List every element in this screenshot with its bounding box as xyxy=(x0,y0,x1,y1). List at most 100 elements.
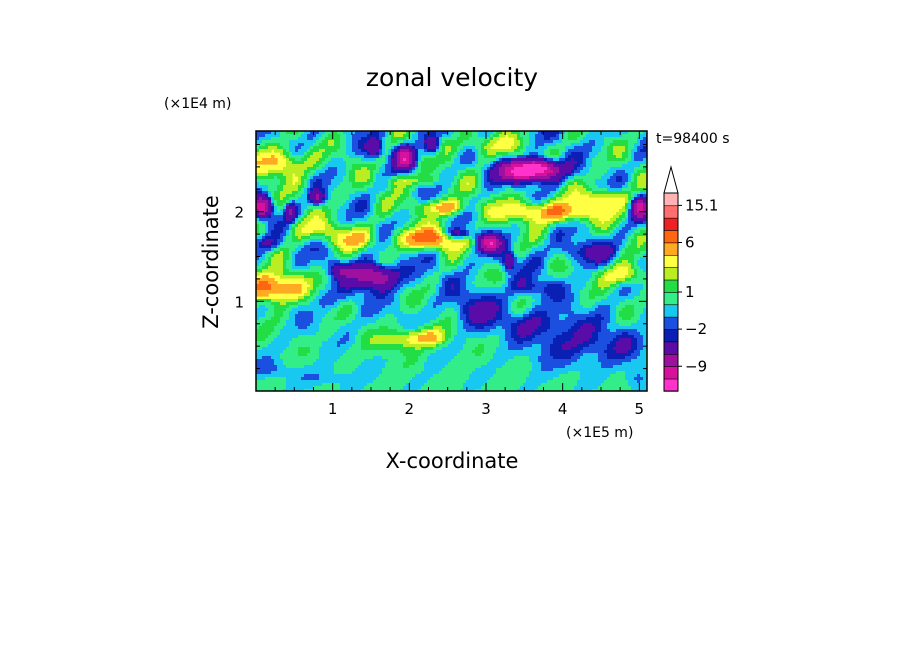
field-cell xyxy=(322,134,329,138)
field-cell xyxy=(604,137,638,141)
field-cell xyxy=(334,278,338,282)
field-cell xyxy=(571,302,581,306)
field-cell xyxy=(460,254,464,258)
field-cell xyxy=(442,149,446,153)
field-cell xyxy=(484,176,488,180)
field-cell xyxy=(337,284,341,288)
field-cell xyxy=(613,290,620,294)
field-cell xyxy=(574,353,584,357)
field-cell xyxy=(370,200,377,204)
field-cell xyxy=(472,188,476,192)
field-cell xyxy=(262,275,269,279)
field-cell xyxy=(436,194,443,198)
field-cell xyxy=(613,221,620,225)
field-cell xyxy=(523,236,530,240)
field-cell xyxy=(466,317,470,321)
field-cell xyxy=(307,299,314,303)
field-cell xyxy=(526,149,545,153)
field-cell xyxy=(256,200,269,204)
field-cell xyxy=(424,257,434,261)
field-cell xyxy=(592,224,596,228)
field-cell xyxy=(616,335,635,339)
field-cell xyxy=(448,278,461,282)
field-cell xyxy=(508,218,524,222)
field-cell xyxy=(631,317,641,321)
field-cell xyxy=(370,170,374,174)
field-cell xyxy=(391,212,395,216)
field-cell xyxy=(361,149,368,153)
field-cell xyxy=(400,158,404,162)
field-cell xyxy=(562,185,566,189)
field-cell xyxy=(505,167,515,171)
field-cell xyxy=(331,218,338,222)
field-cell xyxy=(535,134,545,138)
field-cell xyxy=(397,329,416,333)
field-cell xyxy=(256,182,260,186)
field-cell xyxy=(385,239,392,243)
field-cell xyxy=(361,338,371,342)
field-cell xyxy=(331,281,338,285)
field-cell xyxy=(469,299,503,303)
field-cell xyxy=(346,200,353,204)
field-cell xyxy=(361,341,371,345)
field-cell xyxy=(505,236,512,240)
field-cell xyxy=(520,386,539,390)
field-cell xyxy=(535,311,548,315)
field-cell xyxy=(436,218,443,222)
field-cell xyxy=(271,191,275,195)
field-cell xyxy=(382,356,407,360)
field-cell xyxy=(385,290,392,294)
field-cell xyxy=(517,137,524,141)
field-cell xyxy=(634,146,638,150)
field-cell xyxy=(523,218,533,222)
field-cell xyxy=(415,233,437,237)
field-cell xyxy=(610,263,614,267)
field-cell xyxy=(256,305,260,309)
field-cell xyxy=(484,272,503,276)
field-cell xyxy=(415,230,425,234)
field-cell xyxy=(619,338,632,342)
field-cell xyxy=(385,161,389,165)
field-cell xyxy=(415,197,422,201)
field-cell xyxy=(364,185,374,189)
field-cell xyxy=(280,302,287,306)
field-cell xyxy=(427,137,437,141)
field-cell xyxy=(451,212,455,216)
field-cell xyxy=(475,353,482,357)
field-cell xyxy=(388,245,395,249)
field-cell xyxy=(409,281,422,285)
field-cell xyxy=(433,374,470,378)
field-cell xyxy=(394,149,398,153)
field-cell xyxy=(442,146,446,150)
field-cell xyxy=(619,224,626,228)
field-cell xyxy=(583,353,599,357)
colorbar-swatch xyxy=(663,304,679,318)
field-cell xyxy=(376,179,389,183)
field-cell xyxy=(490,176,503,180)
field-cell xyxy=(256,146,260,150)
field-cell xyxy=(565,218,575,222)
field-cell xyxy=(424,248,437,252)
field-cell xyxy=(550,224,557,228)
field-cell xyxy=(337,209,347,213)
field-cell xyxy=(343,353,404,357)
field-cell xyxy=(256,281,260,285)
field-cell xyxy=(487,200,497,204)
y-tick-label: 1 xyxy=(234,293,244,311)
field-cell xyxy=(292,254,296,258)
field-cell xyxy=(436,248,443,252)
field-cell xyxy=(499,308,503,312)
field-cell xyxy=(574,296,581,300)
field-cell xyxy=(502,251,512,255)
field-cell xyxy=(607,149,614,153)
field-cell xyxy=(280,143,290,147)
field-cell xyxy=(637,374,641,378)
field-cell xyxy=(385,146,392,150)
field-cell xyxy=(496,296,509,300)
field-cell xyxy=(286,380,374,384)
field-cell xyxy=(637,179,647,183)
field-cell xyxy=(520,299,527,303)
field-cell xyxy=(439,149,443,153)
field-cell xyxy=(376,158,386,162)
field-cell xyxy=(418,215,428,219)
